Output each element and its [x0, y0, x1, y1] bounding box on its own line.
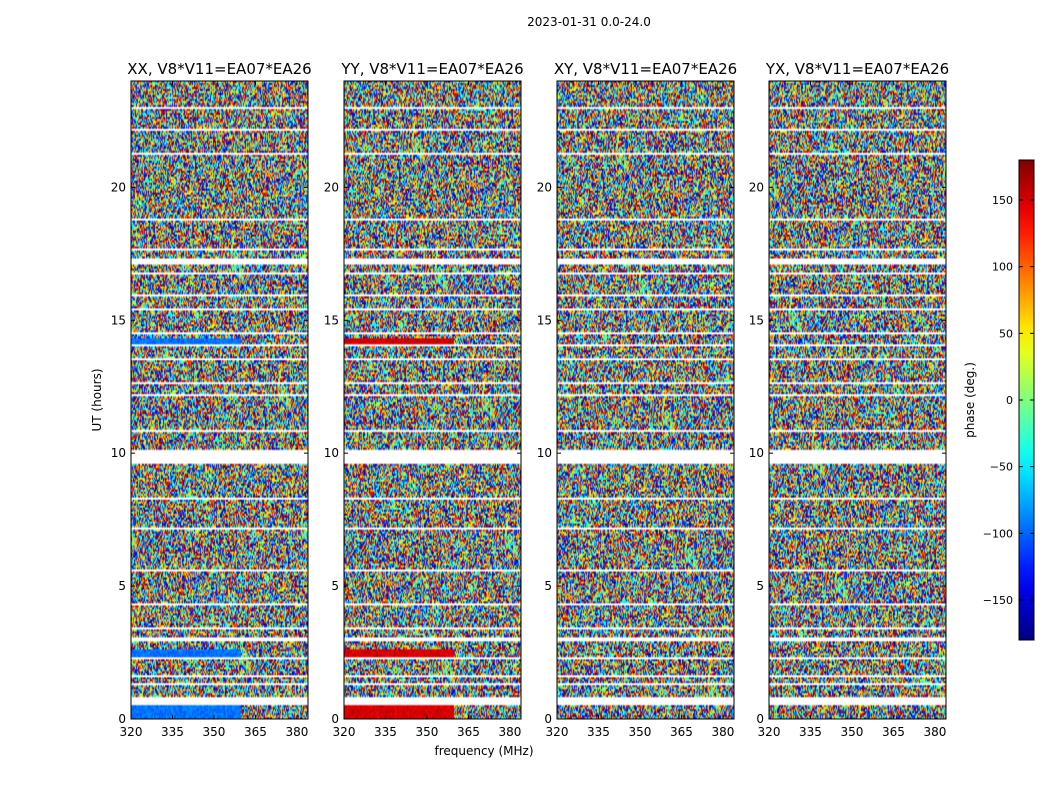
y-tick-label: 10	[537, 446, 552, 460]
x-tick-label: 335	[799, 725, 822, 739]
y-axis-label: UT (hours)	[90, 368, 104, 431]
x-tick-label: 320	[546, 725, 569, 739]
panel-frame	[556, 80, 735, 720]
y-tick-label: 15	[111, 313, 126, 327]
panel-frame	[130, 80, 309, 720]
colorbar-tick-label: 50	[999, 327, 1013, 340]
colorbar-tick-label: 0	[1006, 394, 1013, 407]
panels: XX, V8*V11=EA07*EA26 320 335 350 365 380 0 5 10 1…	[111, 60, 949, 739]
x-tick-label: 380	[711, 725, 734, 739]
panel-title: XX, V8*V11=EA07*EA26	[127, 60, 311, 78]
y-tick-label: 15	[537, 313, 552, 327]
y-tick-label: 5	[756, 579, 764, 593]
panel-frame	[343, 80, 522, 720]
x-tick-label: 365	[244, 725, 267, 739]
panel-1: XX, V8*V11=EA07*EA26 320 335 350 365 380 0 5 10 1…	[111, 60, 312, 739]
colorbar-label: phase (deg.)	[963, 362, 977, 438]
y-tick-label: 0	[118, 712, 126, 726]
x-tick-label: 380	[498, 725, 521, 739]
colorbar: −150 −100 −50 0 50 100 150	[983, 159, 1035, 641]
panel-frame	[768, 80, 947, 720]
x-tick-label: 335	[374, 725, 397, 739]
x-tick-label: 335	[587, 725, 610, 739]
suptitle: 2023-01-31 0.0-24.0	[527, 15, 651, 29]
x-tick-label: 350	[841, 725, 864, 739]
x-tick-label: 320	[120, 725, 143, 739]
colorbar-tick-label: 150	[992, 194, 1013, 207]
y-tick-label: 5	[331, 579, 339, 593]
x-tick-label: 365	[882, 725, 905, 739]
y-tick-label: 20	[111, 180, 126, 194]
y-tick-label: 20	[749, 180, 764, 194]
y-tick-label: 15	[749, 313, 764, 327]
y-tick-label: 10	[749, 446, 764, 460]
y-tick-label: 20	[324, 180, 339, 194]
x-tick-label: 350	[629, 725, 652, 739]
y-tick-label: 0	[756, 712, 764, 726]
y-tick-label: 5	[118, 579, 126, 593]
x-tick-label: 365	[457, 725, 480, 739]
x-axis-label: frequency (MHz)	[434, 744, 533, 758]
y-tick-label: 10	[111, 446, 126, 460]
panel-title: XY, V8*V11=EA07*EA26	[554, 60, 737, 78]
x-tick-label: 365	[670, 725, 693, 739]
y-tick-label: 0	[544, 712, 552, 726]
x-tick-label: 320	[758, 725, 781, 739]
x-tick-label: 380	[923, 725, 946, 739]
y-tick-label: 5	[544, 579, 552, 593]
phase-heatmap-image	[344, 81, 521, 719]
panel-title: YY, V8*V11=EA07*EA26	[340, 60, 523, 78]
colorbar-tick-label: −50	[990, 461, 1013, 474]
y-tick-label: 10	[324, 446, 339, 460]
panel-title: YX, V8*V11=EA07*EA26	[765, 60, 949, 78]
panel-2: YY, V8*V11=EA07*EA26 320 335 350 365 380 0 5 10 1…	[324, 60, 524, 739]
panel-4: YX, V8*V11=EA07*EA26 320 335 350 365 380 0 5 10 1…	[749, 60, 949, 739]
colorbar-tick-label: −150	[983, 594, 1013, 607]
x-tick-label: 380	[285, 725, 308, 739]
x-tick-label: 350	[416, 725, 439, 739]
x-tick-label: 350	[203, 725, 226, 739]
phase-heatmap-image	[131, 81, 308, 719]
x-tick-label: 320	[333, 725, 356, 739]
panel-3: XY, V8*V11=EA07*EA26 320 335 350 365 380 0 5 10 1…	[537, 60, 737, 739]
phase-heatmap-image	[769, 81, 946, 719]
y-tick-label: 0	[331, 712, 339, 726]
phase-heatmap-image	[557, 81, 734, 719]
y-tick-label: 15	[324, 313, 339, 327]
colorbar-tick-label: −100	[983, 527, 1013, 540]
colorbar-tick-label: 100	[992, 261, 1013, 274]
y-tick-label: 20	[537, 180, 552, 194]
x-tick-label: 335	[161, 725, 184, 739]
